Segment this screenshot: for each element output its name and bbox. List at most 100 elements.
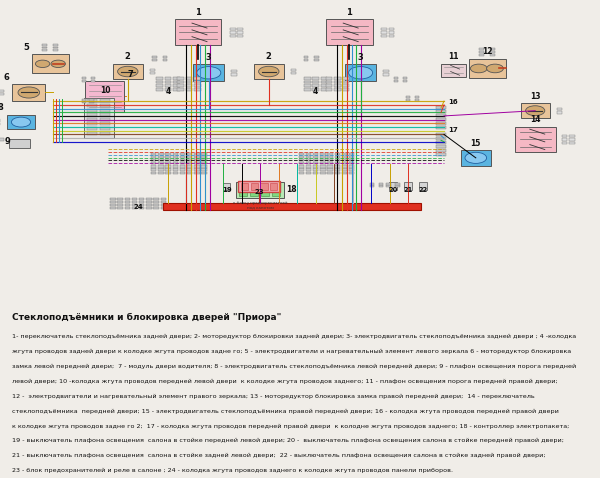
Bar (334, 84, 341, 87)
Bar (320, 159, 325, 162)
Bar (100, 122, 110, 126)
Bar (173, 88, 180, 91)
Bar (313, 81, 319, 83)
Bar (436, 114, 446, 117)
Bar (156, 81, 163, 83)
Bar (328, 172, 333, 174)
Text: Стеклоподъёмники и блокировка дверей "Приора": Стеклоподъёмники и блокировка дверей "Пр… (12, 314, 281, 323)
Bar (326, 19, 373, 45)
Bar (415, 97, 419, 98)
Bar (238, 28, 243, 30)
Circle shape (197, 66, 221, 79)
Bar (100, 109, 110, 111)
Bar (313, 84, 319, 87)
Bar (349, 163, 354, 164)
Bar (154, 207, 159, 209)
Bar (173, 159, 178, 162)
Bar (328, 168, 333, 171)
Bar (304, 84, 311, 87)
Text: 12 -  электродвигатели и нагревательный элемент правого зеркала; 13 - моторедукт: 12 - электродвигатели и нагревательный э… (12, 393, 535, 399)
Bar (389, 34, 394, 37)
Text: замка левой передней двери;  7 - модуль двери водителя; 8 - электродвигатель сте: замка левой передней двери; 7 - модуль д… (12, 364, 576, 369)
Bar (110, 204, 115, 206)
Bar (100, 131, 110, 135)
Text: 12: 12 (482, 47, 493, 56)
Bar (334, 77, 341, 80)
Bar (479, 54, 484, 56)
Bar (125, 201, 130, 203)
Bar (164, 84, 172, 87)
Bar (152, 59, 157, 61)
Bar (158, 168, 163, 171)
Bar (53, 46, 58, 48)
Text: стеклоподъёмника  передней двери; 15 - электродвигатель стеклоподъёмника правой : стеклоподъёмника передней двери; 15 - эл… (12, 408, 559, 413)
Bar (306, 159, 311, 162)
Text: 4: 4 (166, 87, 170, 96)
Bar (110, 198, 115, 200)
Bar (151, 153, 156, 155)
Bar (173, 81, 180, 83)
Bar (146, 201, 151, 203)
Bar (223, 183, 230, 190)
Bar (173, 168, 178, 171)
Bar (154, 198, 159, 200)
Bar (91, 80, 95, 82)
Bar (299, 165, 304, 168)
Bar (132, 204, 137, 206)
Text: 22: 22 (418, 187, 428, 193)
Bar (406, 99, 410, 101)
Text: 1: 1 (346, 8, 352, 17)
Bar (334, 88, 341, 91)
Bar (345, 64, 376, 81)
Bar (306, 172, 311, 174)
Bar (335, 168, 340, 171)
Bar (270, 184, 277, 190)
Bar (118, 207, 123, 209)
Bar (166, 153, 171, 155)
Bar (7, 115, 35, 130)
Bar (479, 48, 484, 50)
Bar (164, 88, 172, 91)
Bar (12, 84, 46, 101)
Bar (343, 84, 349, 87)
Bar (158, 156, 163, 158)
Text: 17: 17 (448, 127, 458, 133)
Text: жгута проводов задней двери к колодке жгута проводов задне го; 5 - электродвигат: жгута проводов задней двери к колодке жг… (12, 348, 571, 354)
Bar (304, 88, 311, 91)
Bar (186, 77, 192, 80)
Bar (156, 77, 163, 80)
Bar (87, 99, 97, 102)
Bar (239, 192, 247, 196)
Bar (187, 156, 193, 158)
Bar (87, 109, 97, 111)
Bar (335, 159, 340, 162)
Bar (132, 207, 137, 209)
Bar (343, 81, 349, 83)
Bar (166, 163, 171, 164)
Text: 16: 16 (448, 99, 458, 106)
Bar (230, 28, 235, 30)
Bar (342, 172, 347, 174)
Bar (342, 163, 347, 164)
Bar (180, 168, 185, 171)
Bar (100, 99, 110, 102)
Bar (313, 165, 319, 168)
Bar (178, 84, 184, 87)
Bar (306, 168, 311, 171)
Bar (403, 77, 407, 79)
Text: 23 - блок предохранителей и реле в салоне ; 24 - колодка жгута проводов заднего : 23 - блок предохранителей и реле в салон… (12, 468, 453, 473)
Bar (313, 159, 319, 162)
Circle shape (51, 60, 65, 67)
Bar (562, 135, 568, 137)
Circle shape (487, 64, 503, 73)
Bar (186, 84, 192, 87)
Bar (53, 44, 58, 45)
Circle shape (11, 117, 31, 127)
Bar (386, 183, 391, 185)
Bar (202, 153, 206, 155)
Bar (87, 122, 97, 126)
Bar (166, 168, 171, 171)
Bar (461, 150, 491, 165)
Bar (186, 88, 192, 91)
Bar (194, 168, 199, 171)
